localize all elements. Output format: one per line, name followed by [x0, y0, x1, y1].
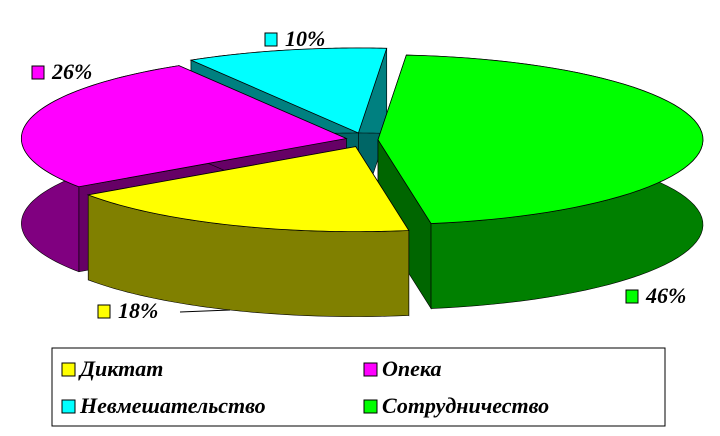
legend: Диктат Опека Невмешательство Сотрудничество	[61, 356, 549, 418]
label-swatch	[31, 65, 45, 80]
legend-label: Диктат	[78, 356, 163, 381]
pie	[20, 47, 704, 317]
legend-swatch	[61, 399, 76, 414]
data-labels: 18% 26% 10% 46%	[31, 26, 686, 323]
legend-label: Сотрудничество	[382, 393, 549, 418]
legend-swatch	[61, 362, 76, 377]
legend-swatch	[363, 399, 378, 414]
legend-box	[51, 347, 666, 427]
legend-label: Опека	[382, 356, 442, 381]
slice	[377, 54, 704, 224]
data-label: 18%	[118, 298, 158, 323]
label-swatch	[97, 304, 111, 319]
label-swatch	[625, 289, 639, 304]
label-swatch	[264, 32, 278, 47]
slice	[189, 47, 388, 134]
legend-label: Невмешательство	[79, 393, 266, 418]
slice	[20, 65, 348, 188]
leader-line	[179, 309, 231, 313]
data-label: 26%	[51, 59, 92, 84]
data-label: 10%	[285, 26, 325, 51]
data-label: 46%	[645, 283, 686, 308]
slice	[86, 146, 410, 233]
legend-swatch	[363, 362, 378, 377]
